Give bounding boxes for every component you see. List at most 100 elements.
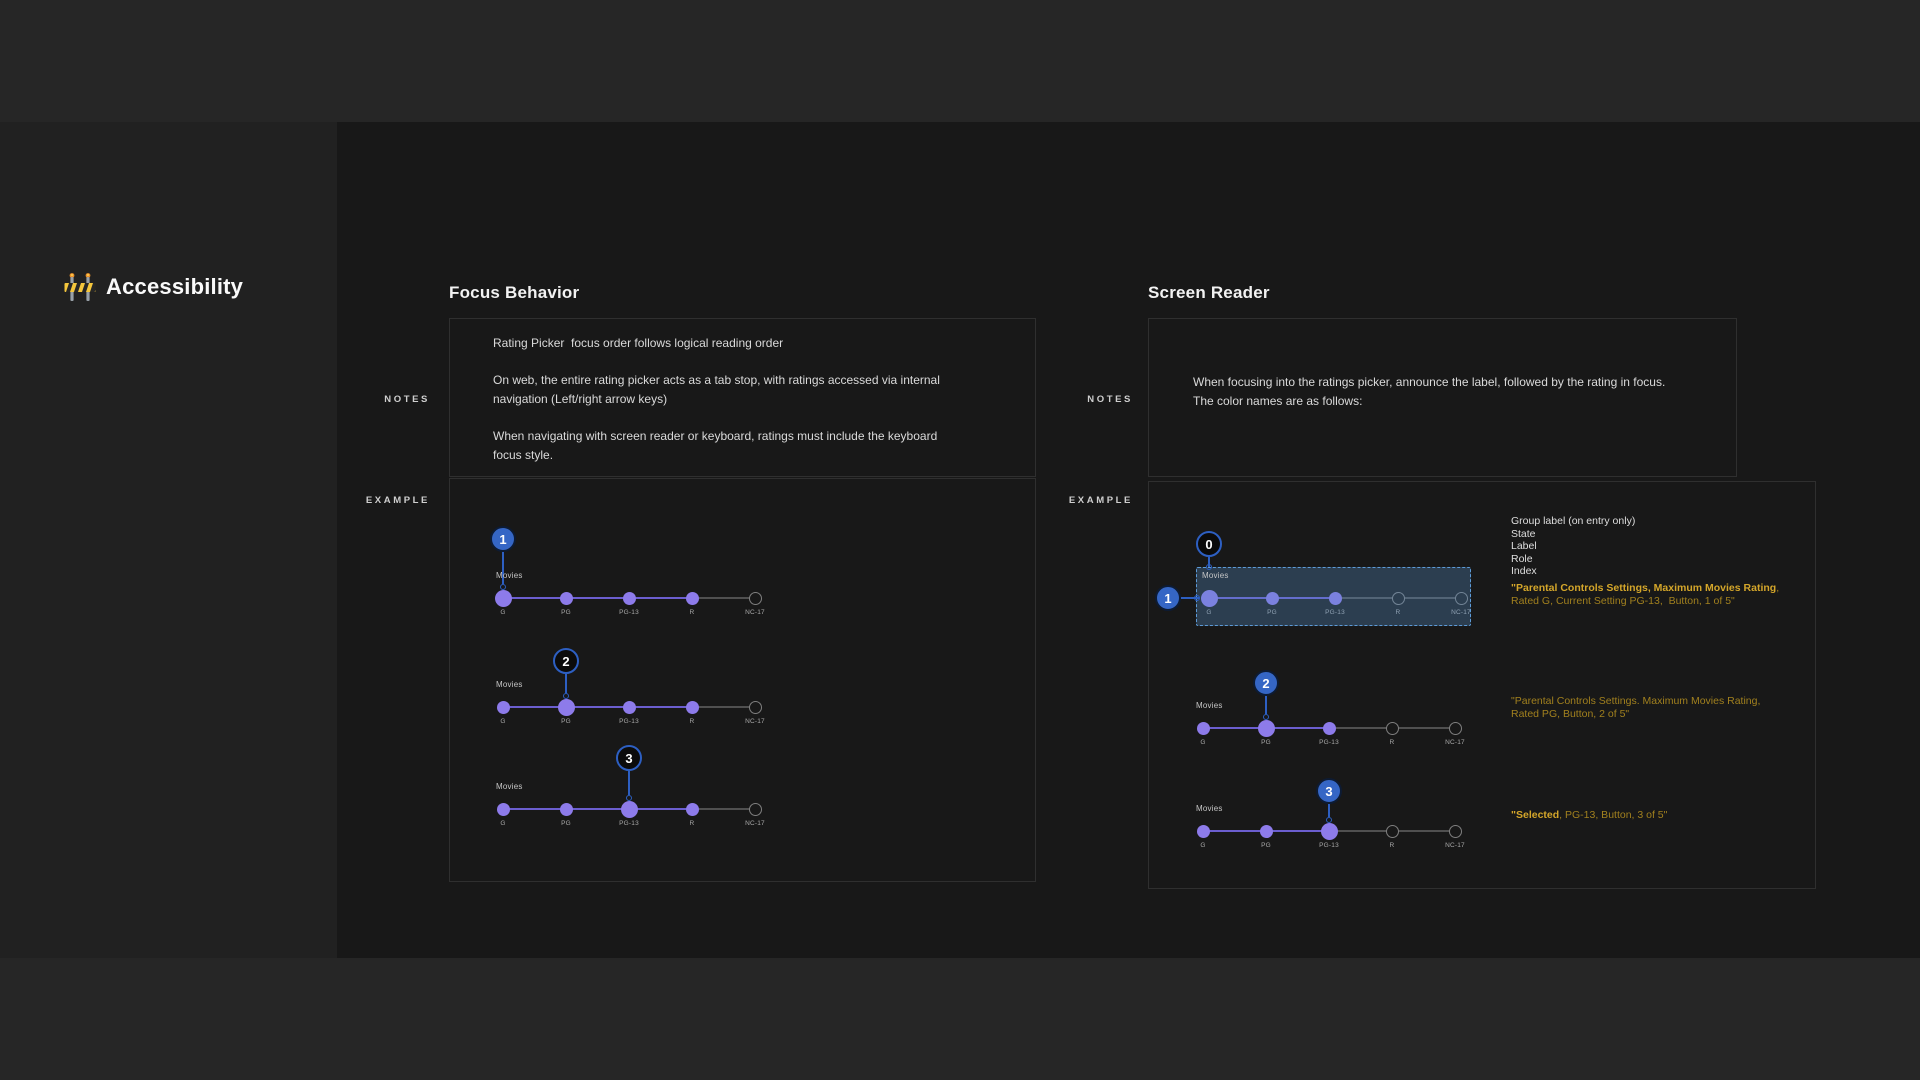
rating-dot-label: PG-13 [619,820,639,827]
rating-track-segment [1398,597,1461,599]
rating-dot-r [685,700,699,714]
focus-example-box: Movies G PG PG-13 R NC-17 1 Movies G PG PG-13 R NC-1… [449,478,1036,882]
rating-dot-nc-17 [748,802,762,816]
notes-paragraph: Rating Picker focus order follows logica… [493,336,784,350]
rating-dot-label: R [1395,609,1401,616]
rating-track-segment [1392,830,1455,832]
rating-dot-label: G [500,820,506,827]
screen-reader-focus-highlight [1196,567,1471,626]
rating-track-segment [503,706,566,708]
rating-dot-label: G [1206,609,1212,616]
screen-reader-annotations: Group label (on entry only) State Label Rol… [1511,482,1811,888]
focus-behavior-heading: Focus Behavior [449,283,580,302]
rating-dot-nc-17 [1448,721,1462,735]
focus-order-badge-2: 2 [1253,670,1279,696]
focus-order-badge-2: 2 [553,648,579,674]
rating-dot-label: G [1200,842,1206,849]
rating-track-segment [566,597,629,599]
callout-line [502,552,504,584]
rating-dot-pg [1259,824,1273,838]
brand: Accessibility [63,272,243,302]
rating-dot-label: R [1389,739,1395,746]
rating-dot-pg [1265,591,1279,605]
screen-reader-announcement: "Parental Controls Settings, Maximum Mov… [1511,582,1789,608]
example-side-label: EXAMPLE [1068,495,1133,506]
screen-reader-announcement: "Selected, PG-13, Button, 3 of 5" [1511,809,1789,822]
rating-dot-pg-13 [1320,822,1338,840]
bottom-background-band [0,958,1920,1080]
rating-track-segment [629,808,692,810]
callout-endpoint [1194,595,1200,601]
rating-track-segment [1335,597,1398,599]
rating-track-segment [1203,727,1266,729]
callout-line [565,674,567,693]
callout-endpoint [563,693,569,699]
rating-group-label: Movies [1196,804,1223,813]
rating-dot-label: NC-17 [745,820,765,827]
rating-dot-label: R [1389,842,1395,849]
rating-dot-g [1200,589,1218,607]
rating-dot-label: NC-17 [1445,739,1465,746]
rating-dot-r [685,591,699,605]
focus-order-badge-3: 3 [1316,778,1342,804]
rating-dot-pg-13 [1328,591,1342,605]
rating-dot-g [1196,721,1210,735]
rating-track-segment [1329,727,1392,729]
rating-dot-r [1385,721,1399,735]
rating-dot-r [1391,591,1405,605]
rating-dot-nc-17 [748,700,762,714]
construction-barricade-icon [64,273,96,301]
rating-track-segment [1392,727,1455,729]
screen-reader-announcement: "Parental Controls Settings. Maximum Mov… [1511,695,1789,721]
screen-reader-notes-box: When focusing into the ratings picker, a… [1148,318,1737,477]
rating-track-segment [566,808,629,810]
announcement-legend: Group label (on entry only) State Label Rol… [1511,515,1635,578]
notes-side-label: NOTES [384,394,430,405]
page-title: Accessibility [106,274,244,299]
rating-dot-pg [557,698,575,716]
rating-dot-nc-17 [1448,824,1462,838]
rating-track-segment [1203,830,1266,832]
focus-notes-box: Rating Picker focus order follows logica… [449,318,1036,477]
notes-paragraph: When focusing into the ratings picker, a… [1193,375,1669,408]
rating-dot-label: PG-13 [1319,739,1339,746]
rating-track-segment [629,597,692,599]
rating-dot-label: PG [561,820,571,827]
rating-track-segment [503,808,566,810]
legend-item: Group label (on entry only) [1511,515,1636,527]
notes-paragraph: When navigating with screen reader or ke… [493,429,941,462]
top-background-band [0,0,1920,122]
announcement-text: , PG-13, Button, 3 of 5" [1559,809,1668,821]
content-panel [337,122,1920,958]
rating-dot-pg-13 [622,591,636,605]
rating-dot-label: PG [561,609,571,616]
rating-dot-label: NC-17 [1451,609,1471,616]
rating-dot-nc-17 [1454,591,1468,605]
screen-reader-example-box: Group label (on entry only) State Label Rol… [1148,481,1816,889]
rating-track-segment [629,706,692,708]
legend-item: Index [1511,565,1537,578]
callout-endpoint [1206,564,1212,570]
rating-track-segment [503,597,566,599]
notes-side-label: NOTES [1087,394,1133,405]
rating-dot-label: NC-17 [745,718,765,725]
rating-group-label: Movies [1202,571,1229,580]
rating-track-segment [1272,597,1335,599]
rating-dot-g [496,700,510,714]
callout-line [1328,804,1330,817]
rating-dot-r [1385,824,1399,838]
focus-order-badge-3: 3 [616,745,642,771]
rating-track-segment [692,597,755,599]
callout-line [1181,597,1199,599]
rating-dot-pg-13 [622,700,636,714]
rating-dot-g [1196,824,1210,838]
callout-endpoint [500,584,506,590]
callout-line [1265,696,1267,714]
rating-dot-label: PG-13 [1319,842,1339,849]
rating-dot-label: PG-13 [1325,609,1345,616]
rating-track-segment [1329,830,1392,832]
announcement-text: "Parental Controls Settings. Maximum Mov… [1511,695,1764,720]
rating-dot-label: R [689,820,695,827]
rating-dot-label: PG [1261,739,1271,746]
rating-dot-label: PG [1267,609,1277,616]
